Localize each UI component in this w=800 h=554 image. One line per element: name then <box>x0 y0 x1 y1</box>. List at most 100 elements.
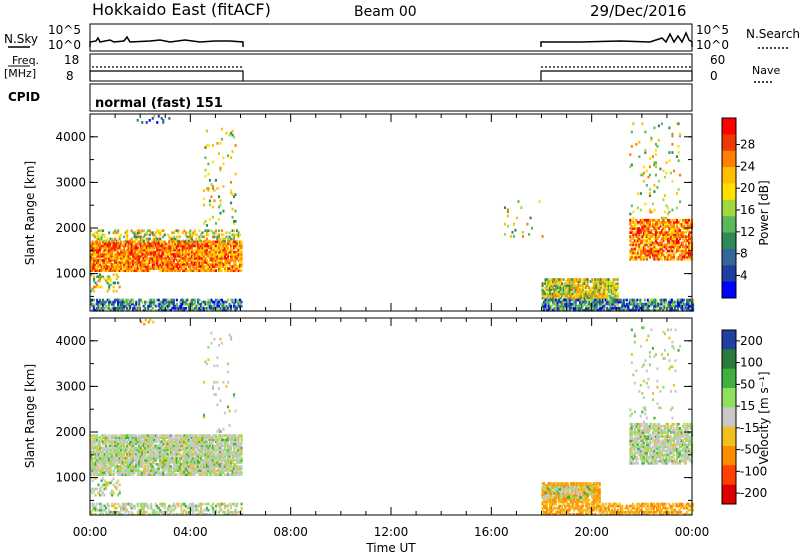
heatmap-cell <box>160 308 163 312</box>
heatmap-cell <box>574 284 577 287</box>
heatmap-cell <box>93 471 96 474</box>
heatmap-cell <box>132 240 135 244</box>
heatmap-cell <box>186 252 189 256</box>
heatmap-cell <box>202 189 205 192</box>
heatmap-cell <box>562 296 565 300</box>
heatmap-cell <box>147 265 150 268</box>
heatmap-cell <box>663 298 666 302</box>
heatmap-cell <box>99 240 102 244</box>
heatmap-cell <box>207 189 210 192</box>
heatmap-cell <box>153 254 156 258</box>
heatmap-cell <box>139 269 142 272</box>
heatmap-cell <box>193 302 196 306</box>
heatmap-cell <box>205 308 208 312</box>
heatmap-cell <box>233 257 236 260</box>
heatmap-cell <box>168 442 171 446</box>
heatmap-cell <box>141 257 144 260</box>
heatmap-cell <box>562 288 565 292</box>
heatmap-cell <box>683 298 686 302</box>
heatmap-cell <box>667 306 670 310</box>
heatmap-cell <box>178 269 181 272</box>
heatmap-cell <box>570 296 573 300</box>
heatmap-cell <box>150 454 153 458</box>
heatmap-cell <box>195 442 198 446</box>
heatmap-cell <box>641 237 644 241</box>
heatmap-cell <box>567 296 570 300</box>
heatmap-cell <box>138 229 141 233</box>
nave-tick-top: 60 <box>710 53 725 67</box>
heatmap-cell <box>145 263 148 266</box>
heatmap-cell <box>675 249 678 253</box>
heatmap-cell <box>571 304 574 308</box>
heatmap-cell <box>186 239 189 243</box>
heatmap-cell <box>225 308 228 312</box>
heatmap-cell <box>642 233 645 236</box>
heatmap-cell <box>91 436 94 439</box>
heatmap-cell <box>147 465 150 468</box>
heatmap-cell <box>630 145 633 148</box>
heatmap-cell <box>663 306 666 310</box>
heatmap-cell <box>192 263 195 266</box>
heatmap-cell <box>679 253 682 257</box>
station-title: Hokkaido East (fitACF) <box>92 0 271 19</box>
heatmap-cell <box>147 458 150 462</box>
heatmap-cell <box>178 300 181 304</box>
heatmap-cell <box>141 244 144 248</box>
heatmap-cell <box>144 302 147 306</box>
heatmap-cell <box>650 235 653 238</box>
heatmap-cell <box>112 302 115 306</box>
heatmap-cell <box>138 446 141 450</box>
heatmap-cell <box>647 245 650 249</box>
heatmap-cell <box>639 249 642 253</box>
heatmap-cell <box>156 444 159 448</box>
heatmap-cell <box>136 267 139 270</box>
heatmap-cell <box>543 282 546 285</box>
heatmap-cell <box>109 440 112 444</box>
heatmap-cell <box>153 473 156 476</box>
heatmap-cell <box>606 306 609 310</box>
heatmap-cell <box>139 452 142 456</box>
heatmap-cell <box>546 292 549 296</box>
heatmap-cell <box>124 473 127 476</box>
heatmap-cell <box>181 246 184 250</box>
heatmap-cell <box>163 265 166 268</box>
heatmap-cell <box>129 440 132 444</box>
heatmap-cell <box>687 304 690 308</box>
heatmap-cell <box>103 265 106 268</box>
heatmap-cell <box>592 304 595 308</box>
heatmap-cell <box>132 452 135 456</box>
heatmap-cell <box>171 444 174 448</box>
heatmap-cell <box>576 284 579 287</box>
heatmap-cell <box>656 255 659 259</box>
heatmap-cell <box>132 308 135 312</box>
heatmap-cell <box>135 456 138 460</box>
heatmap-cell <box>105 446 108 450</box>
heatmap-cell <box>210 304 213 308</box>
heatmap-cell <box>105 300 108 304</box>
heatmap-cell <box>90 300 93 304</box>
heatmap-cell <box>598 286 601 290</box>
heatmap-cell <box>648 157 651 160</box>
heatmap-cell <box>168 304 171 308</box>
heatmap-cell <box>642 229 645 232</box>
heatmap-cell <box>201 244 204 248</box>
heatmap-cell <box>126 302 129 306</box>
heatmap-cell <box>567 290 570 294</box>
heatmap-cell <box>595 302 598 306</box>
heatmap-cell <box>199 465 202 468</box>
heatmap-cell <box>144 436 147 439</box>
heatmap-cell <box>195 434 198 437</box>
heatmap-cell <box>192 231 195 235</box>
heatmap-cell <box>120 250 123 254</box>
heatmap-cell <box>680 223 683 226</box>
heatmap-cell <box>175 252 178 256</box>
heatmap-cell <box>210 269 213 272</box>
heatmap-cell <box>586 290 589 294</box>
heatmap-cell <box>512 222 515 226</box>
heatmap-cell <box>147 252 150 256</box>
heatmap-cell <box>547 278 550 281</box>
heatmap-cell <box>675 223 678 226</box>
heatmap-cell <box>198 265 201 268</box>
heatmap-cell <box>169 263 172 266</box>
heatmap-cell <box>558 290 561 294</box>
